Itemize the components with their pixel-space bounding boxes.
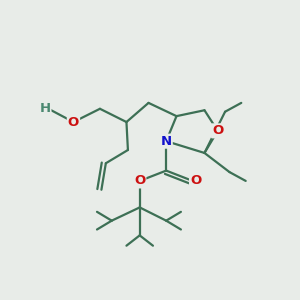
Text: O: O [212, 124, 223, 137]
Text: O: O [190, 174, 201, 188]
Text: H: H [39, 102, 50, 115]
Text: O: O [68, 116, 79, 128]
Text: N: N [160, 135, 172, 148]
Text: O: O [134, 174, 145, 188]
